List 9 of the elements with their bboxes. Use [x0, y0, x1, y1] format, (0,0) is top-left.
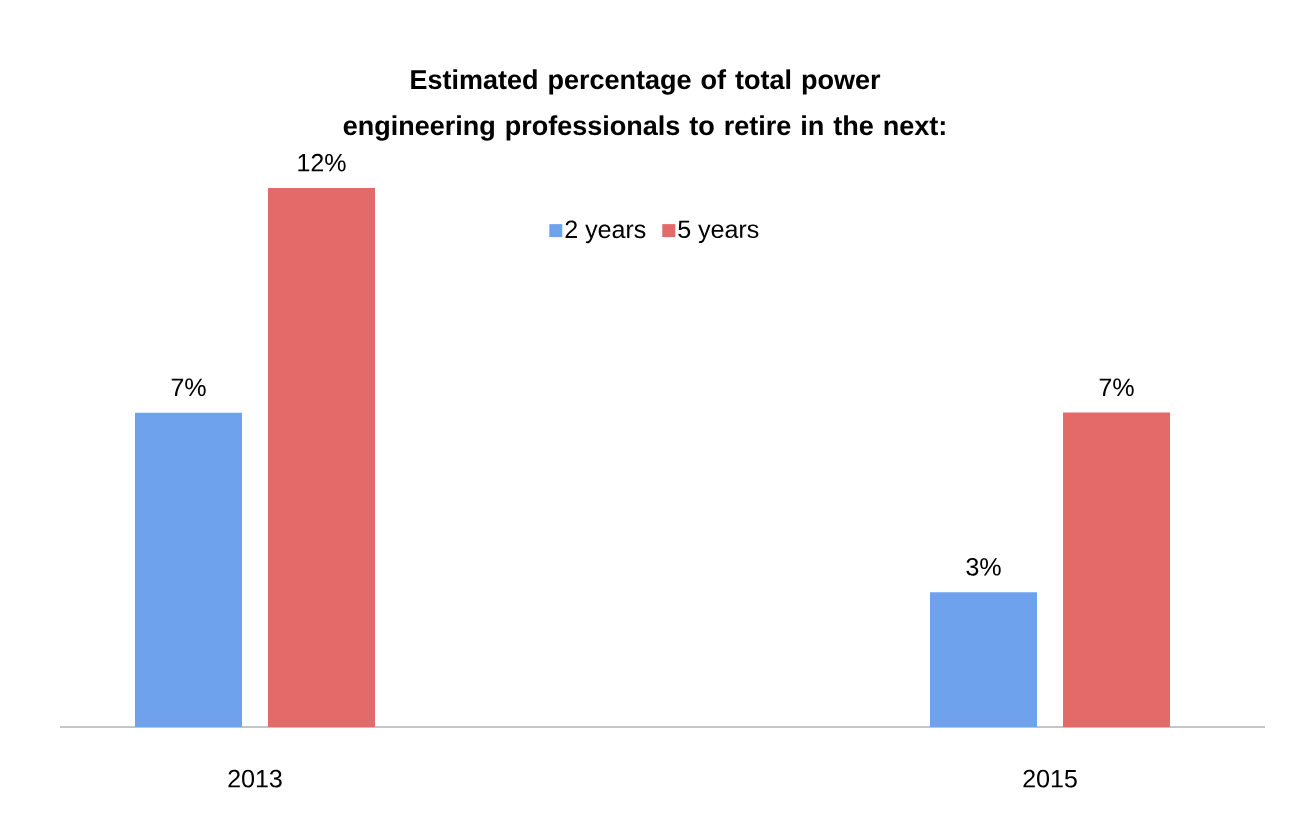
data-label: 7% — [1099, 378, 1134, 397]
chart-title: Estimated percentage of total power engineering professionals to retire in the next: — [343, 69, 945, 141]
x-tick-label: 2013 — [228, 769, 282, 788]
x-tick-label: 2015 — [1023, 769, 1077, 788]
data-label: 7% — [171, 378, 206, 397]
legend-label: 2 years — [565, 220, 646, 244]
data-label: 12% — [298, 153, 346, 172]
legend-label: 5 years — [678, 220, 759, 244]
data-label: 3% — [966, 558, 1001, 576]
